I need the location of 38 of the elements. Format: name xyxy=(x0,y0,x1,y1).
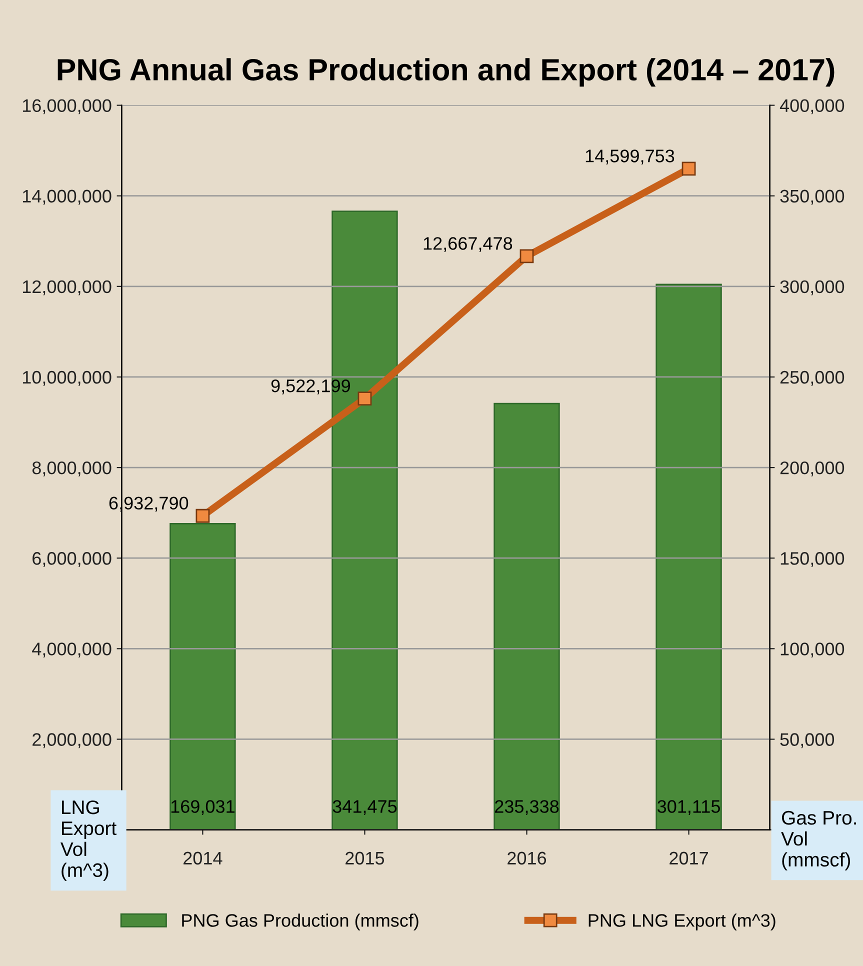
y2-tick-label: 50,000 xyxy=(780,733,834,748)
y2-tick-label: 400,000 xyxy=(780,99,844,114)
legend-label: PNG Gas Production (mmscf) xyxy=(182,914,418,930)
y2-tick-label: 150,000 xyxy=(780,552,844,567)
y2-axis-title: Gas Pro. Vol (mmscf) xyxy=(781,810,856,870)
x-tick-label: 2016 xyxy=(508,852,546,865)
y2-tick-label: 200,000 xyxy=(780,461,844,476)
y-tick-label: 6,000,000 xyxy=(32,552,112,567)
bar xyxy=(494,402,560,830)
x-tick-label: 2014 xyxy=(184,852,222,865)
y-tick-label: 2,000,000 xyxy=(32,733,112,748)
y-tick-label: 14,000,000 xyxy=(22,190,112,205)
bar xyxy=(170,522,236,830)
data-label: 169,031 xyxy=(171,800,234,816)
data-label: 14,599,753 xyxy=(586,150,674,164)
y2-tick-label: 350,000 xyxy=(780,190,844,205)
y2-tick-label: 300,000 xyxy=(780,280,844,296)
y-tick-label: 4,000,000 xyxy=(32,642,112,658)
data-label: 235,338 xyxy=(495,800,559,816)
point xyxy=(520,249,534,264)
data-label: 301,115 xyxy=(658,800,720,816)
y2-tick-label: 250,000 xyxy=(780,370,844,386)
bar xyxy=(656,284,722,830)
point xyxy=(358,392,372,406)
x-tick-label: 2017 xyxy=(670,852,708,865)
point xyxy=(682,162,696,176)
y-axis-title: LNG Export Vol (m^3) xyxy=(60,800,116,881)
data-label: 12,667,478 xyxy=(424,237,512,252)
point xyxy=(196,508,210,523)
y-tick-label: 12,000,000 xyxy=(22,280,112,296)
y-tick-label: 8,000,000 xyxy=(32,461,112,476)
y-tick-label: 10,000,000 xyxy=(22,370,112,386)
x-tick-label: 2015 xyxy=(346,852,384,865)
data-label: 341,475 xyxy=(332,800,397,816)
legend-label: PNG LNG Export (m^3) xyxy=(588,914,776,930)
y-tick-label: 16,000,000 xyxy=(22,99,112,114)
y2-tick-label: 100,000 xyxy=(780,642,844,658)
chart-title: PNG Annual Gas Production and Export (2014 – 2017) xyxy=(58,58,834,87)
